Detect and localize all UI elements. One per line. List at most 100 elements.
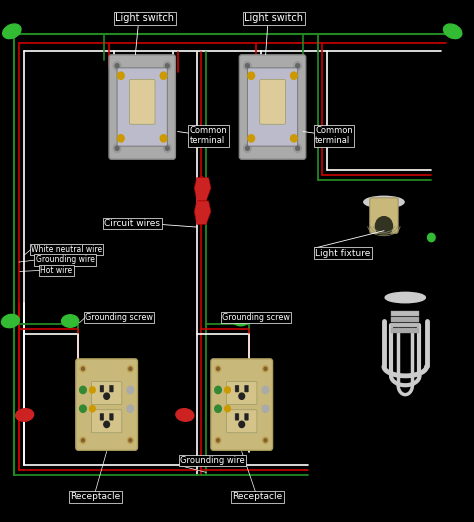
Circle shape (164, 62, 171, 70)
Circle shape (225, 406, 230, 412)
FancyBboxPatch shape (100, 413, 104, 420)
Circle shape (127, 405, 134, 412)
Ellipse shape (3, 24, 21, 39)
Circle shape (160, 72, 167, 79)
FancyBboxPatch shape (391, 311, 419, 316)
Circle shape (246, 64, 249, 68)
Circle shape (160, 135, 167, 142)
Circle shape (115, 64, 119, 68)
FancyBboxPatch shape (235, 385, 239, 392)
Circle shape (248, 135, 255, 142)
Circle shape (128, 365, 133, 372)
FancyBboxPatch shape (211, 359, 273, 450)
Ellipse shape (385, 292, 425, 303)
Text: Grounding wire: Grounding wire (180, 456, 245, 465)
Circle shape (128, 437, 133, 444)
Circle shape (294, 144, 301, 152)
Circle shape (104, 421, 109, 428)
FancyBboxPatch shape (109, 413, 113, 420)
Circle shape (239, 393, 245, 399)
FancyBboxPatch shape (235, 413, 239, 420)
Circle shape (215, 386, 221, 394)
Text: Grounding screw: Grounding screw (222, 313, 290, 322)
Circle shape (239, 421, 245, 428)
Circle shape (118, 72, 124, 79)
Circle shape (244, 144, 251, 152)
Circle shape (296, 146, 300, 150)
Ellipse shape (176, 409, 194, 421)
Text: Common
terminal: Common terminal (315, 126, 353, 146)
FancyBboxPatch shape (100, 385, 104, 392)
Circle shape (118, 135, 124, 142)
Text: Light switch: Light switch (115, 13, 174, 23)
Text: Grounding screw: Grounding screw (85, 313, 153, 322)
Circle shape (263, 365, 268, 372)
FancyBboxPatch shape (227, 410, 257, 433)
Circle shape (115, 146, 119, 150)
Circle shape (80, 437, 86, 444)
Circle shape (291, 72, 297, 79)
Ellipse shape (1, 314, 19, 328)
Text: Light switch: Light switch (245, 13, 303, 23)
Ellipse shape (364, 196, 404, 208)
Circle shape (291, 135, 297, 142)
Circle shape (113, 144, 121, 152)
Text: Light fixture: Light fixture (315, 248, 371, 258)
Polygon shape (194, 177, 211, 201)
Circle shape (294, 62, 301, 70)
Text: White neutral wire: White neutral wire (31, 245, 102, 254)
Circle shape (215, 365, 221, 372)
Circle shape (82, 367, 84, 371)
Ellipse shape (62, 315, 79, 327)
Circle shape (296, 64, 300, 68)
Circle shape (215, 405, 221, 412)
Circle shape (246, 146, 249, 150)
Circle shape (104, 393, 109, 399)
Text: Common
terminal: Common terminal (190, 126, 228, 146)
Circle shape (263, 437, 268, 444)
Circle shape (225, 387, 230, 393)
Text: Hot wire: Hot wire (40, 266, 73, 275)
FancyBboxPatch shape (247, 68, 298, 146)
Text: Circuit wires: Circuit wires (104, 219, 160, 228)
Circle shape (244, 62, 251, 70)
Ellipse shape (444, 24, 462, 39)
Circle shape (248, 72, 255, 79)
Circle shape (164, 144, 171, 152)
FancyBboxPatch shape (117, 68, 167, 146)
Circle shape (80, 386, 86, 394)
FancyBboxPatch shape (370, 198, 398, 233)
Circle shape (264, 367, 267, 371)
FancyBboxPatch shape (391, 317, 419, 322)
FancyBboxPatch shape (227, 382, 257, 405)
Ellipse shape (232, 313, 249, 326)
FancyBboxPatch shape (129, 79, 155, 124)
Ellipse shape (16, 409, 34, 421)
Circle shape (217, 367, 219, 371)
Circle shape (165, 64, 169, 68)
Text: Receptacle: Receptacle (70, 492, 120, 502)
FancyBboxPatch shape (109, 385, 113, 392)
Circle shape (80, 405, 86, 412)
Circle shape (80, 365, 86, 372)
Circle shape (113, 62, 121, 70)
FancyBboxPatch shape (239, 55, 306, 159)
Circle shape (127, 386, 134, 394)
FancyBboxPatch shape (91, 382, 122, 405)
Circle shape (215, 437, 221, 444)
Polygon shape (194, 201, 211, 224)
Circle shape (129, 367, 132, 371)
FancyBboxPatch shape (245, 413, 248, 420)
Circle shape (129, 438, 132, 442)
Circle shape (375, 217, 392, 235)
FancyBboxPatch shape (109, 55, 175, 159)
FancyBboxPatch shape (391, 328, 419, 333)
Circle shape (428, 233, 435, 242)
Circle shape (262, 405, 269, 412)
Circle shape (165, 146, 169, 150)
Circle shape (82, 438, 84, 442)
Text: Grounding wire: Grounding wire (36, 255, 94, 265)
Circle shape (217, 438, 219, 442)
Circle shape (264, 438, 267, 442)
Circle shape (90, 387, 95, 393)
